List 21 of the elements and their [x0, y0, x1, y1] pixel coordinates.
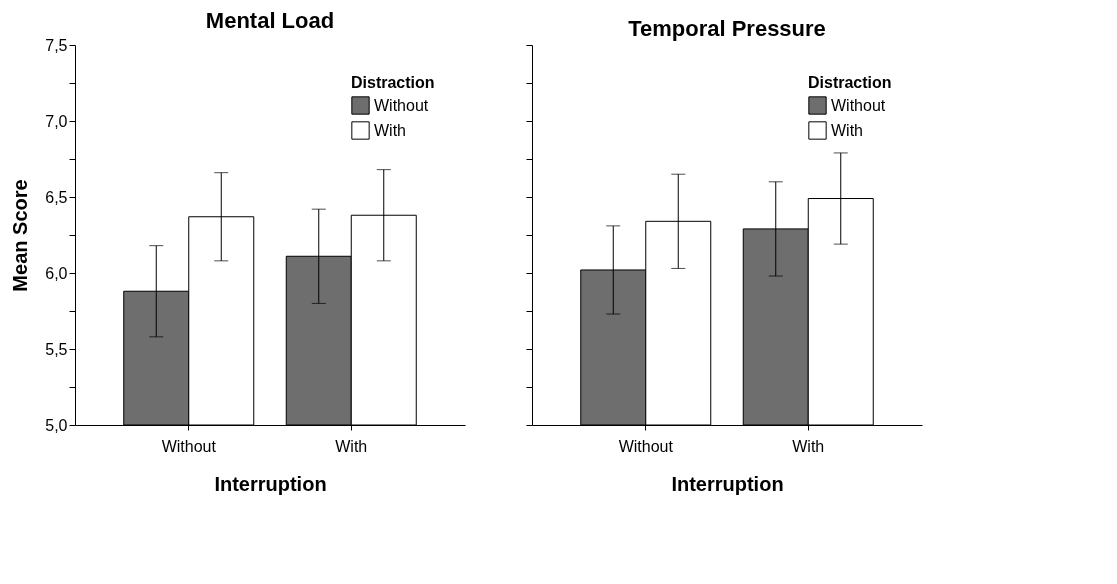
chart-title: Temporal Pressure [628, 15, 826, 41]
x-tick-label: With [792, 437, 825, 455]
legend-label: With [831, 121, 863, 139]
y-tick-label: 7,0 [45, 112, 68, 130]
legend-label: Without [831, 96, 886, 114]
x-tick-label: Without [618, 437, 674, 455]
legend-title: Distraction [808, 74, 892, 91]
legend-label: Without [374, 96, 429, 114]
y-axis-title: Mean Score [9, 179, 32, 292]
chart-title: Mental Load [205, 8, 335, 33]
legend-title: Distraction [351, 74, 435, 91]
y-tick-label: 7,5 [45, 36, 68, 54]
x-tick-label: Without [161, 437, 217, 455]
x-axis-title: Interruption [214, 472, 327, 495]
y-tick-label: 6,5 [45, 188, 68, 206]
y-tick-label: 5,0 [45, 416, 68, 434]
y-tick-label: 5,5 [45, 340, 68, 358]
legend-label: With [374, 121, 406, 139]
x-axis-title: Interruption [671, 472, 784, 495]
y-tick-label: 6,0 [45, 264, 68, 282]
x-tick-label: With [335, 437, 368, 455]
